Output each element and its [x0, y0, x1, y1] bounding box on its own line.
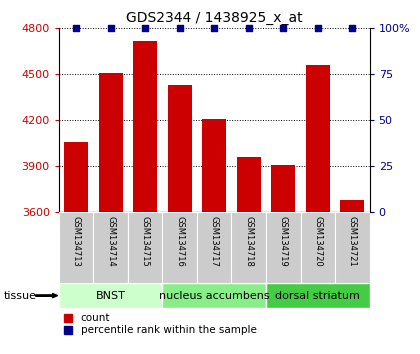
Bar	[163, 283, 266, 308]
Legend: count, percentile rank within the sample: count, percentile rank within the sample	[64, 313, 257, 335]
Point	[280, 25, 286, 31]
Text: GSM134715: GSM134715	[141, 216, 150, 267]
Text: dorsal striatum: dorsal striatum	[276, 291, 360, 301]
Text: GSM134720: GSM134720	[313, 216, 322, 267]
Bar	[301, 212, 335, 283]
Point	[107, 25, 114, 31]
Text: GSM134713: GSM134713	[71, 216, 81, 267]
Text: GSM134719: GSM134719	[279, 216, 288, 267]
Bar	[59, 283, 163, 308]
Bar	[128, 212, 163, 283]
Point	[73, 25, 79, 31]
Text: nucleus accumbens: nucleus accumbens	[159, 291, 270, 301]
Bar	[271, 165, 295, 212]
Text: GSM134721: GSM134721	[348, 216, 357, 267]
Text: GSM134714: GSM134714	[106, 216, 115, 267]
Bar	[236, 157, 261, 212]
Bar	[64, 142, 88, 212]
Bar	[266, 212, 301, 283]
Bar	[99, 73, 123, 212]
Bar	[93, 212, 128, 283]
Point	[211, 25, 218, 31]
Text: GSM134717: GSM134717	[210, 216, 219, 267]
Bar	[266, 283, 370, 308]
Bar	[231, 212, 266, 283]
Point	[315, 25, 321, 31]
Title: GDS2344 / 1438925_x_at: GDS2344 / 1438925_x_at	[126, 11, 302, 24]
Bar	[197, 212, 231, 283]
Bar	[335, 212, 370, 283]
Bar	[168, 85, 192, 212]
Text: BNST: BNST	[96, 291, 126, 301]
Bar	[133, 41, 157, 212]
Text: GSM134718: GSM134718	[244, 216, 253, 267]
Point	[245, 25, 252, 31]
Point	[176, 25, 183, 31]
Bar	[163, 212, 197, 283]
Bar	[306, 65, 330, 212]
Bar	[340, 200, 365, 212]
Point	[142, 25, 149, 31]
Bar	[59, 212, 93, 283]
Text: tissue: tissue	[4, 291, 37, 301]
Point	[349, 25, 356, 31]
Text: GSM134716: GSM134716	[175, 216, 184, 267]
Bar	[202, 119, 226, 212]
